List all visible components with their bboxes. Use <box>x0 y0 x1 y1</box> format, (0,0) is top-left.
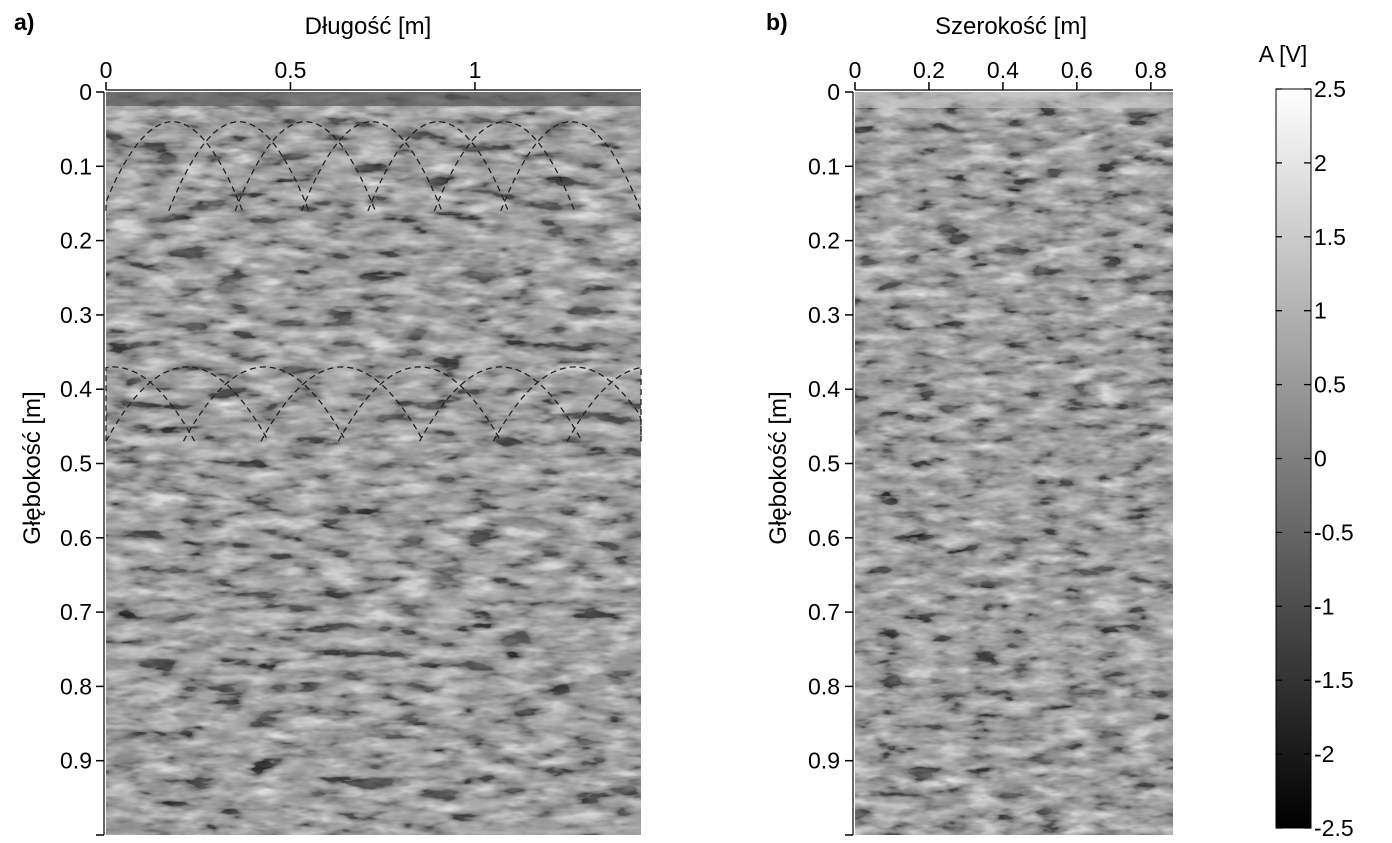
hyperbola-annotation <box>337 366 502 442</box>
colorbar-title: A [V] <box>1259 41 1308 67</box>
y-tick-label: 0.7 <box>808 599 840 625</box>
hyperbola-annotation <box>492 366 642 442</box>
y-tick-label: 0 <box>827 79 840 105</box>
panel-b-x-ticks: 0 0.2 0.4 0.6 0.8 <box>849 57 1173 91</box>
panel-b-surface-band <box>855 92 1173 108</box>
hyperbola-annotation <box>500 121 642 212</box>
hyperbola-annotation <box>300 121 443 212</box>
hyperbola-annotation <box>367 121 509 212</box>
y-tick-label: 0.7 <box>60 599 92 625</box>
colorbar-tick-label: 0 <box>1314 446 1327 472</box>
colorbar-tick-label: 2 <box>1314 150 1327 176</box>
x-tick-label: 1 <box>469 57 482 83</box>
x-tick-label: 0.5 <box>274 57 306 83</box>
colorbar-tick-label: -1.5 <box>1314 667 1354 693</box>
panel-a-hyperbola-annotations <box>105 121 642 442</box>
y-tick-label: 0.2 <box>808 228 840 254</box>
panel-a-letter: a) <box>14 9 34 35</box>
hyperbola-annotation <box>105 366 196 442</box>
panel-b-y-axis-title: Głębokość [m] <box>765 391 792 544</box>
y-tick-label: 0.9 <box>60 748 92 774</box>
hyperbola-annotation <box>433 121 576 212</box>
panel-b-x-axis-title: Szerokość [m] <box>935 13 1087 40</box>
y-tick-label: 0 <box>79 79 92 105</box>
colorbar-tick-label: -2.5 <box>1314 815 1354 841</box>
panel-b-image-texture <box>855 92 1173 835</box>
hyperbola-annotation <box>105 121 244 212</box>
panel-a-x-ticks: 0 0.5 1 <box>100 57 641 91</box>
hyperbola-annotation <box>168 121 310 212</box>
colorbar-tick-label: 1.5 <box>1314 224 1346 250</box>
panel-b-letter: b) <box>766 9 788 35</box>
panel-a-y-ticks: 0 0.1 0.2 0.3 0.4 0.5 0.6 0.7 0.8 0.9 <box>60 79 105 836</box>
y-tick-label: 0.1 <box>60 153 92 179</box>
hyperbola-annotation <box>260 366 424 442</box>
y-tick-label: 0.8 <box>808 673 840 699</box>
y-tick-label: 0.8 <box>60 673 92 699</box>
panel-a-surface-band <box>106 92 641 106</box>
colorbar-tick-label: -0.5 <box>1314 519 1354 545</box>
panel-a-y-axis-title: Głębokość [m] <box>19 391 46 544</box>
panel-b-radargram: b) Szerokość [m] Głębokość [m] 0 0.2 0.4 0.… <box>765 9 1173 836</box>
x-tick-label: 0.2 <box>913 57 945 83</box>
y-tick-label: 0.5 <box>60 451 92 477</box>
hyperbola-annotation <box>105 366 269 442</box>
colorbar-tick-label: 1 <box>1314 298 1327 324</box>
y-tick-label: 0.4 <box>808 376 840 402</box>
x-tick-label: 0 <box>849 57 862 83</box>
colorbar-tick-label: 2.5 <box>1314 76 1346 102</box>
y-tick-label: 0.1 <box>808 153 840 179</box>
y-tick-label: 0.6 <box>60 525 92 551</box>
colorbar-tick-label: -2 <box>1314 741 1334 767</box>
x-tick-label: 0.6 <box>1061 57 1093 83</box>
colorbar-tick-label: 0.5 <box>1314 372 1346 398</box>
x-tick-label: 0.4 <box>987 57 1019 83</box>
x-tick-label: 0 <box>100 57 113 83</box>
panel-b-y-ticks: 0 0.1 0.2 0.3 0.4 0.5 0.6 0.7 0.8 0.9 <box>808 79 854 836</box>
panel-a-image-texture <box>106 92 641 835</box>
y-tick-label: 0.5 <box>808 451 840 477</box>
hyperbola-annotation <box>419 366 583 442</box>
y-tick-label: 0.4 <box>60 376 92 402</box>
y-tick-label: 0.2 <box>60 228 92 254</box>
panel-a-radargram: a) Długość [m] Głębokość [m] 0 0.5 1 00.10… <box>14 9 642 836</box>
panel-a-x-axis-title: Długość [m] <box>305 13 432 40</box>
y-tick-label: 0.3 <box>60 302 92 328</box>
colorbar-ticks: 2.5 2 1.5 1 0.5 0 -0.5 -1 -1.5 -2 -2.5 <box>1276 76 1354 841</box>
colorbar-tick-label: -1 <box>1314 593 1334 619</box>
hyperbola-annotation <box>566 366 642 442</box>
y-tick-label: 0.3 <box>808 302 840 328</box>
y-tick-label: 0.6 <box>808 525 840 551</box>
hyperbola-annotation <box>234 121 376 212</box>
colorbar: A [V] 2.5 2 1.5 1 0.5 0 -0.5 -1 -1.5 -2 -2.5 <box>1259 41 1354 841</box>
y-tick-label: 0.9 <box>808 748 840 774</box>
x-tick-label: 0.8 <box>1135 57 1167 83</box>
hyperbola-annotation <box>182 366 347 442</box>
